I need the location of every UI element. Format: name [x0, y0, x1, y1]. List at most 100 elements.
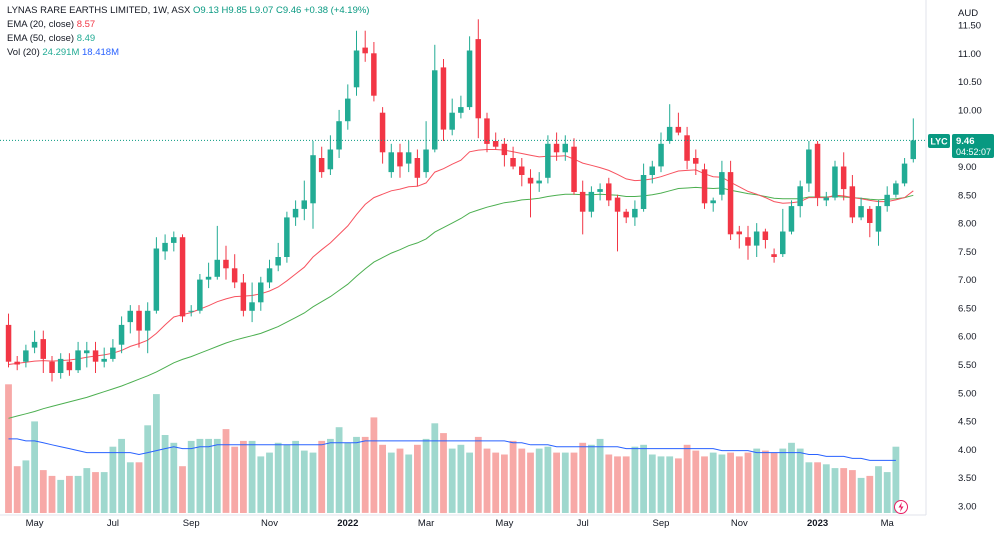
volume-bar [492, 452, 500, 513]
candle [832, 160, 838, 201]
candle [336, 109, 342, 158]
volume-bar [300, 450, 308, 513]
candle [379, 107, 386, 164]
candle [780, 208, 786, 257]
candle-body [797, 186, 803, 207]
candle [893, 180, 899, 198]
volume-bar [118, 438, 125, 513]
candle-body [614, 197, 621, 212]
time-axis[interactable]: May Jul Sep Nov 2022 Mar May Jul Sep Nov 2023 Ma [26, 518, 895, 529]
ema50-label: EMA (50, close) [7, 33, 75, 44]
candle [867, 206, 873, 238]
candle [684, 126, 690, 170]
volume-bar [57, 479, 65, 513]
candle [153, 237, 160, 314]
candle-body [519, 166, 525, 175]
candle-body [840, 166, 847, 190]
price-tick-label: 8.00 [958, 219, 977, 230]
price-tick-label: 4.00 [958, 445, 977, 456]
time-tick-label: Mar [418, 518, 434, 529]
candle [23, 344, 29, 368]
candle [501, 138, 508, 167]
price-tick-label: 6.00 [958, 332, 977, 343]
candle-body [849, 186, 856, 218]
volume-bar [483, 448, 491, 513]
candle [771, 248, 777, 263]
volume-bar [135, 462, 143, 513]
volume-bar [153, 394, 160, 514]
candle [40, 330, 46, 373]
candle [519, 158, 525, 187]
candle-body [858, 206, 864, 218]
candle-body [362, 47, 368, 54]
candle-body [806, 149, 812, 184]
price-tick-label: 11.50 [958, 21, 981, 32]
legend-ema50-row[interactable]: EMA (50, close) 8.49 [7, 32, 369, 46]
candle [144, 302, 151, 354]
candle [632, 200, 638, 226]
candle [910, 118, 916, 163]
candle [5, 313, 12, 368]
legend-volume-row[interactable]: Vol (20) 24.291M 18.418M [7, 46, 369, 60]
candle [753, 223, 760, 257]
candle-body [466, 50, 473, 108]
candle-body [475, 39, 481, 119]
volume-bar [431, 423, 439, 513]
candle-body [14, 361, 20, 365]
candle [231, 254, 238, 289]
candle [484, 112, 490, 153]
candle-body [597, 189, 603, 192]
candle [571, 138, 577, 195]
symbol-tag-background [928, 134, 950, 148]
candle-body [823, 197, 829, 201]
candle [597, 183, 603, 201]
candle [736, 225, 742, 249]
time-tick-label: Nov [731, 518, 748, 529]
candle [510, 146, 516, 170]
candle-body [249, 302, 255, 311]
volume-ma-value: 18.418M [82, 47, 119, 58]
candle-body [397, 152, 403, 167]
candle-body [75, 350, 81, 371]
candle-body [579, 191, 586, 212]
volume-bar [866, 475, 874, 513]
volume-bar [39, 470, 47, 513]
candle-body [867, 208, 873, 223]
ema20-value: 8.57 [76, 19, 96, 30]
candle-body [649, 166, 655, 175]
candle [75, 341, 81, 373]
candle-body [205, 276, 212, 280]
candle [240, 274, 247, 317]
candle [545, 135, 551, 184]
candle [205, 262, 212, 289]
candle-body [214, 259, 220, 277]
lightning-button[interactable] [894, 500, 908, 514]
volume-bar [66, 475, 73, 513]
legend-ema20-row[interactable]: EMA (20, close) 8.57 [7, 18, 369, 32]
volume-bar [327, 438, 334, 513]
candle-body [379, 112, 386, 153]
candle-body [875, 206, 882, 232]
volume-bar [48, 475, 56, 513]
candle-body [179, 237, 186, 317]
volume-bar [31, 421, 38, 513]
bar-countdown: 04:52:07 [956, 147, 991, 157]
candle [579, 180, 586, 235]
candle [223, 245, 229, 280]
volume-bar [292, 440, 299, 513]
candle-body [675, 126, 682, 133]
candle-body [536, 180, 542, 184]
volume-bar [631, 446, 639, 513]
volume-bar [579, 442, 587, 513]
candle [258, 276, 264, 311]
candle [640, 163, 647, 212]
candle [414, 149, 421, 187]
volume-bar [414, 444, 421, 514]
volume-bar [457, 444, 465, 514]
candle [693, 149, 699, 175]
candle-body [23, 350, 29, 362]
volume-bar [753, 448, 761, 513]
volume-ma-line [8, 438, 896, 461]
candle-body [545, 143, 551, 178]
